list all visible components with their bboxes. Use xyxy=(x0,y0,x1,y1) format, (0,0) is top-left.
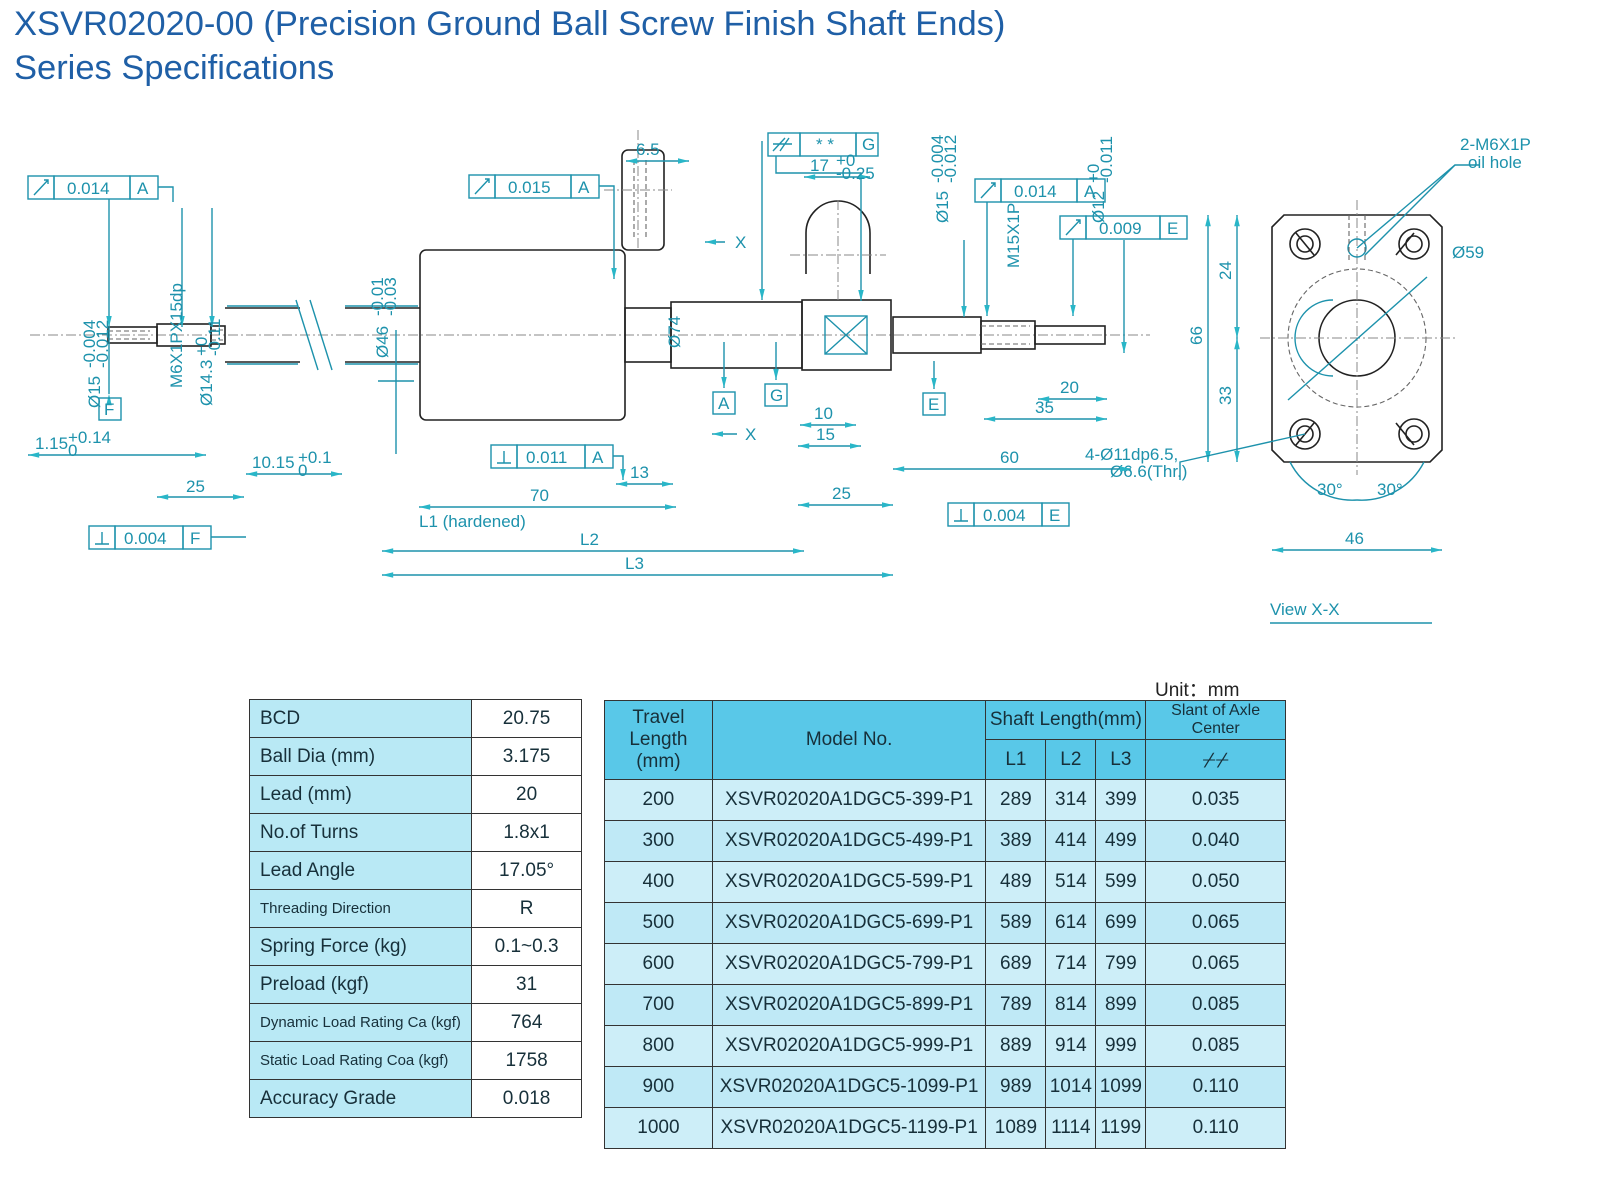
svg-text:0.014: 0.014 xyxy=(67,179,110,198)
svg-text:Ø12: Ø12 xyxy=(1089,191,1108,223)
svg-text:1.15: 1.15 xyxy=(35,434,68,453)
svg-text:-0.25: -0.25 xyxy=(836,164,875,183)
svg-text:* *: * * xyxy=(816,135,834,154)
svg-text:E: E xyxy=(928,395,939,414)
svg-text:-0.012: -0.012 xyxy=(941,135,960,183)
svg-text:6.5: 6.5 xyxy=(636,140,660,159)
svg-text:30°: 30° xyxy=(1317,480,1343,499)
svg-text:25: 25 xyxy=(186,477,205,496)
svg-text:E: E xyxy=(1167,219,1178,238)
svg-text:-0.011: -0.011 xyxy=(1097,136,1116,183)
svg-text:A: A xyxy=(592,448,604,467)
svg-text:70: 70 xyxy=(530,486,549,505)
svg-text:66: 66 xyxy=(1187,326,1206,345)
svg-text:Ø15: Ø15 xyxy=(85,376,104,408)
svg-text:G: G xyxy=(770,386,783,405)
svg-text:Ø59: Ø59 xyxy=(1452,243,1484,262)
svg-text:Ø6.6(Thr.): Ø6.6(Thr.) xyxy=(1110,462,1187,481)
svg-text:0.015: 0.015 xyxy=(508,178,551,197)
svg-text:F: F xyxy=(104,400,114,419)
svg-text:-0.03: -0.03 xyxy=(381,277,400,316)
svg-text:A: A xyxy=(718,394,730,413)
svg-text:G: G xyxy=(862,135,875,154)
svg-text:X: X xyxy=(735,233,746,252)
svg-text:-0.11: -0.11 xyxy=(205,319,224,357)
svg-text:Ø15: Ø15 xyxy=(933,191,952,223)
svg-text:L2: L2 xyxy=(580,530,599,549)
svg-text:Ø46: Ø46 xyxy=(373,326,392,358)
svg-text:13: 13 xyxy=(630,463,649,482)
svg-text:M15X1P: M15X1P xyxy=(1004,203,1023,268)
svg-text:25: 25 xyxy=(832,484,851,503)
svg-text:M6X1PX15dp: M6X1PX15dp xyxy=(167,283,186,388)
svg-text:10: 10 xyxy=(814,404,833,423)
svg-text:33: 33 xyxy=(1216,386,1235,405)
svg-text:0.004: 0.004 xyxy=(124,529,167,548)
svg-text:46: 46 xyxy=(1345,529,1364,548)
svg-text:60: 60 xyxy=(1000,448,1019,467)
svg-text:0: 0 xyxy=(68,441,77,460)
svg-text:2-M6X1P: 2-M6X1P xyxy=(1460,135,1531,154)
svg-text:17: 17 xyxy=(810,156,829,175)
svg-text:30°: 30° xyxy=(1377,480,1403,499)
svg-text:20: 20 xyxy=(1060,378,1079,397)
svg-text:0.014: 0.014 xyxy=(1014,182,1057,201)
svg-text:E: E xyxy=(1049,506,1060,525)
svg-text:0.011: 0.011 xyxy=(526,448,567,467)
svg-text:A: A xyxy=(137,179,149,198)
svg-text:35: 35 xyxy=(1035,398,1054,417)
svg-text:0.004: 0.004 xyxy=(983,506,1026,525)
svg-text:View X-X: View X-X xyxy=(1270,600,1340,619)
svg-text:10.15: 10.15 xyxy=(252,453,295,472)
svg-text:X: X xyxy=(745,425,756,444)
svg-text:Ø74: Ø74 xyxy=(665,316,684,348)
svg-text:L3: L3 xyxy=(625,554,644,573)
svg-text:F: F xyxy=(190,529,200,548)
svg-text:L1 (hardened): L1 (hardened) xyxy=(419,512,526,531)
svg-text:oil hole: oil hole xyxy=(1468,153,1522,172)
svg-text:Ø14.3: Ø14.3 xyxy=(197,360,216,406)
svg-text:24: 24 xyxy=(1216,261,1235,280)
svg-text:0: 0 xyxy=(298,461,307,480)
svg-text:15: 15 xyxy=(816,425,835,444)
svg-text:A: A xyxy=(578,178,590,197)
